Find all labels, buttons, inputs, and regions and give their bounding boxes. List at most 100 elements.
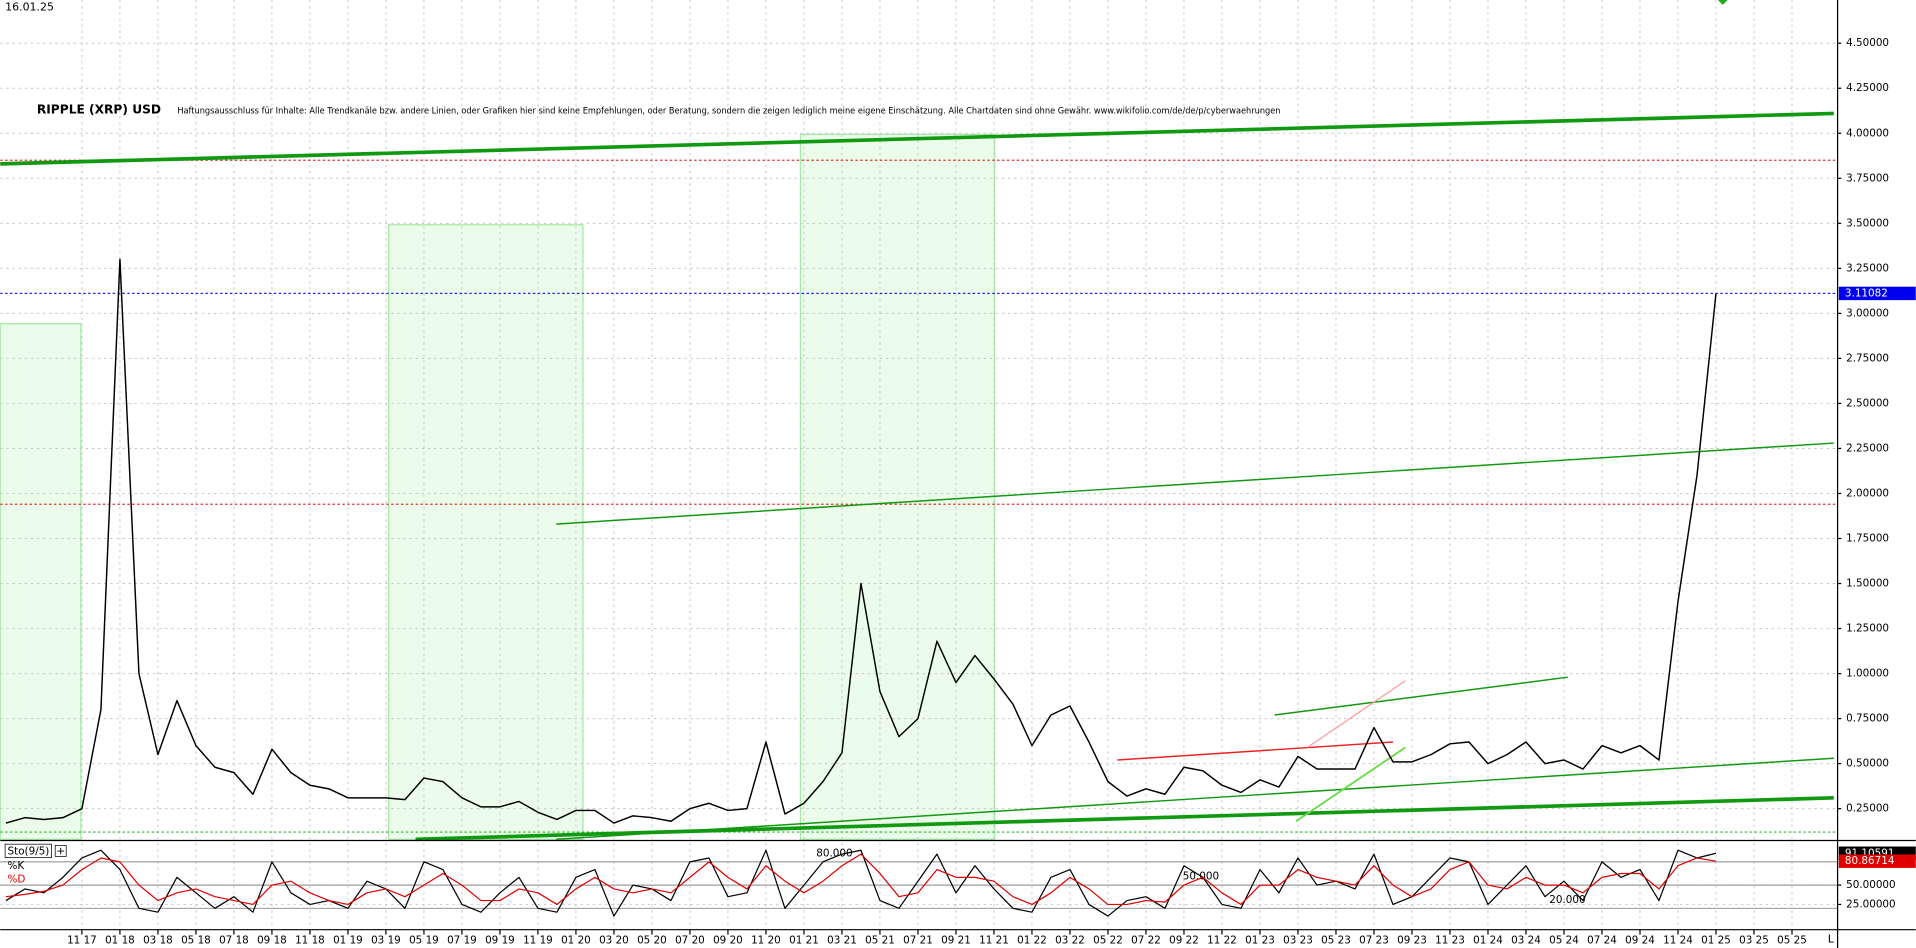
x-tick-label: 01 25: [1701, 935, 1731, 947]
legend-entry: %D: [8, 874, 26, 886]
y-tick-label: 1.00000: [1846, 668, 1889, 680]
x-tick-label: 03 20: [599, 935, 629, 947]
corner-label: L: [1828, 932, 1835, 945]
x-tick-label: 11 20: [751, 935, 781, 947]
y-tick-label: 4.25000: [1846, 82, 1889, 94]
chart-title: RIPPLE (XRP) USD: [37, 102, 161, 116]
value-box-label: 80.86714: [1845, 855, 1895, 867]
indicator-line: [5, 849, 1717, 917]
x-tick-label: 01 21: [789, 935, 819, 947]
value-box-label: 3.11082: [1845, 287, 1888, 299]
x-tick-label: 01 23: [1245, 935, 1275, 947]
marker-arrow: [1717, 0, 1728, 5]
x-tick-label: 05 23: [1321, 935, 1351, 947]
y-tick-label: 2.75000: [1846, 352, 1889, 364]
trendline: [1117, 741, 1394, 761]
x-tick-label: 09 21: [941, 935, 971, 947]
x-tick-label: 05 20: [637, 935, 667, 947]
x-tick-label: 01 18: [105, 935, 135, 947]
level-label: 20.000: [1549, 894, 1585, 906]
x-tick-label: 01 19: [333, 935, 363, 947]
y-tick-label: 3.25000: [1846, 262, 1889, 274]
x-tick-label: 11 22: [1207, 935, 1237, 947]
x-tick-label: 11 19: [523, 935, 553, 947]
legend-entry: %K: [8, 860, 26, 872]
x-tick-label: 03 21: [827, 935, 857, 947]
x-tick-label: 09 24: [1625, 935, 1655, 947]
x-tick-label: 03 19: [371, 935, 401, 947]
x-tick-label: 03 23: [1283, 935, 1313, 947]
y-tick-label: 3.50000: [1846, 217, 1889, 229]
y-tick-label: 3.00000: [1846, 307, 1889, 319]
y-tick-label: 1.50000: [1846, 578, 1889, 590]
x-tick-label: 09 23: [1397, 935, 1427, 947]
x-tick-label: 11 23: [1435, 935, 1465, 947]
x-tick-label: 11 17: [67, 935, 97, 947]
x-tick-label: 03 24: [1511, 935, 1541, 947]
x-tick-label: 03 22: [1055, 935, 1085, 947]
indicator-button[interactable]: [54, 845, 67, 857]
x-tick-label: 09 20: [713, 935, 743, 947]
trendline: [556, 442, 1834, 525]
x-tick-label: 11 24: [1663, 935, 1693, 947]
y-tick-label: 2.50000: [1846, 397, 1889, 409]
shaded-period: [799, 133, 996, 840]
shaded-periods: [0, 133, 996, 840]
y-tick-label: 4.00000: [1846, 127, 1889, 139]
y-tick-label: 50.00000: [1846, 879, 1896, 891]
y-tick-label: 1.75000: [1846, 533, 1889, 545]
shaded-period: [0, 323, 82, 840]
indicator-title: Sto(9/5): [8, 845, 50, 857]
trendline: [0, 111, 1834, 166]
y-tick-label: 25.00000: [1846, 898, 1896, 910]
indicator-button-icon: +: [56, 844, 65, 857]
disclaimer: Haftungsausschluss für Inhalte: Alle Tre…: [177, 106, 1280, 117]
y-tick-label: 4.50000: [1846, 37, 1889, 49]
indicator-header-box: [4, 843, 52, 858]
y-tick-label: 2.25000: [1846, 442, 1889, 454]
level-label: 80.000: [816, 847, 852, 859]
x-tick-label: 01 22: [1017, 935, 1047, 947]
y-tick-label: 0.50000: [1846, 758, 1889, 770]
y-tick-label: 0.75000: [1846, 713, 1889, 725]
trendline: [1295, 746, 1406, 823]
shaded-period: [388, 224, 584, 840]
trendline: [1274, 676, 1568, 716]
x-tick-label: 03 18: [143, 935, 173, 947]
value-box: [1838, 286, 1916, 301]
x-tick-label: 07 24: [1587, 935, 1617, 947]
value-box: [1838, 854, 1916, 868]
x-tick-label: 05 19: [409, 935, 439, 947]
x-tick-label: 07 19: [447, 935, 477, 947]
trendline: [415, 796, 1834, 842]
x-tick-label: 05 18: [181, 935, 211, 947]
price-line: [5, 258, 1717, 824]
x-tick-label: 05 22: [1093, 935, 1123, 947]
chart-date: 16.01.25: [5, 0, 54, 13]
y-tick-label: 0.25000: [1846, 803, 1889, 815]
x-tick-label: 01 24: [1473, 935, 1503, 947]
x-tick-label: 09 22: [1169, 935, 1199, 947]
x-tick-label: 11 21: [979, 935, 1009, 947]
x-tick-label: 09 18: [257, 935, 287, 947]
x-tick-label: 09 19: [485, 935, 515, 947]
x-tick-label: 07 22: [1131, 935, 1161, 947]
x-tick-label: 07 20: [675, 935, 705, 947]
x-tick-label: 07 21: [903, 935, 933, 947]
x-tick-label: 05 25: [1777, 935, 1807, 947]
trendline: [1307, 680, 1406, 748]
y-tick-label: 1.25000: [1846, 623, 1889, 635]
x-tick-label: 05 24: [1549, 935, 1579, 947]
x-tick-label: 03 25: [1739, 935, 1769, 947]
x-tick-label: 01 20: [561, 935, 591, 947]
trendline: [556, 757, 1834, 841]
x-tick-label: 11 18: [295, 935, 325, 947]
indicator-line: [5, 853, 1717, 906]
y-tick-label: 2.00000: [1846, 487, 1889, 499]
x-tick-label: 07 18: [219, 935, 249, 947]
x-tick-label: 07 23: [1359, 935, 1389, 947]
y-tick-label: 3.75000: [1846, 172, 1889, 184]
